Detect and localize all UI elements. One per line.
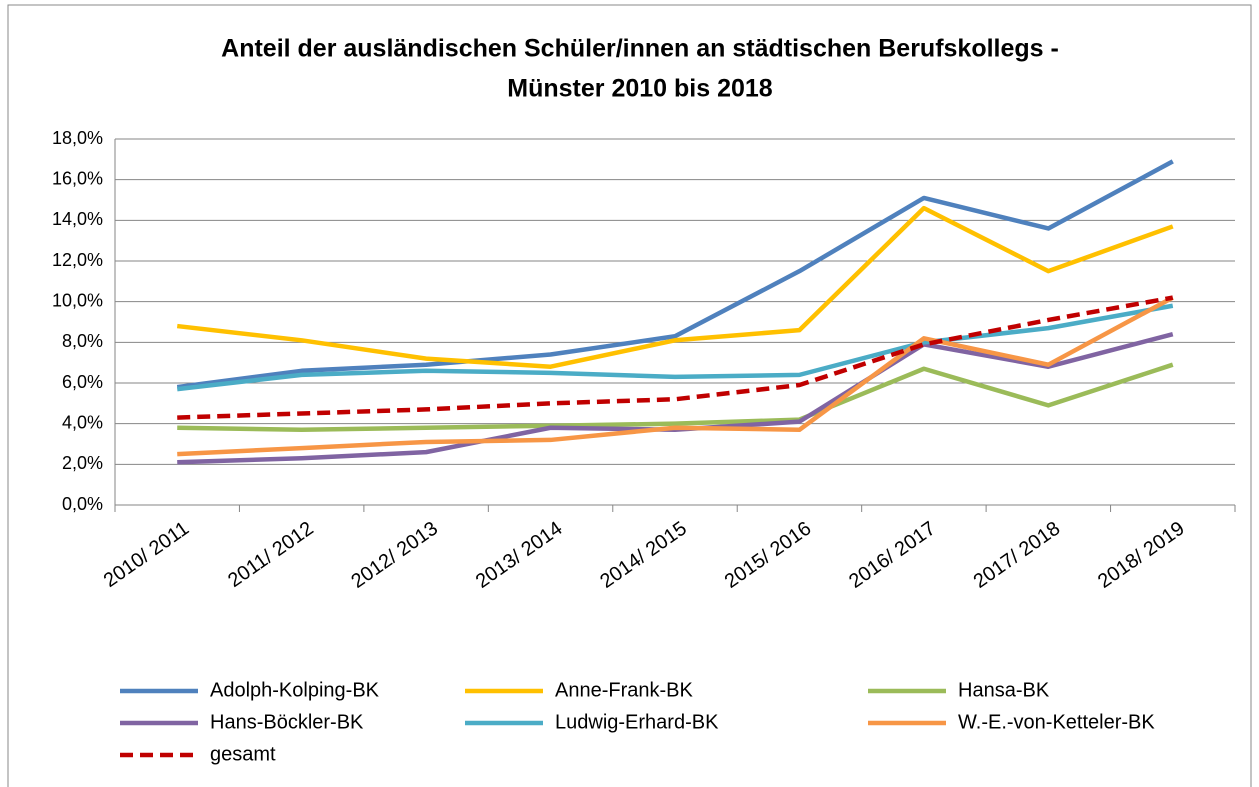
y-tick-label: 6,0% [62,372,103,392]
legend-label: Adolph-Kolping-BK [210,679,380,701]
legend-label: gesamt [210,743,276,765]
y-tick-label: 16,0% [52,168,103,188]
series-line [176,205,1174,369]
chart-border [7,4,1252,787]
series-line [177,295,1174,457]
legend-label: W.-E.-von-Ketteler-BK [958,711,1155,733]
chart-title: Münster 2010 bis 2018 [507,75,773,103]
legend-label: Ludwig-Erhard-BK [555,711,719,733]
y-tick-label: 8,0% [62,331,103,351]
chart-title: Anteil der ausländischen Schüler/innen a… [221,35,1059,63]
legend-label: Hans-Böckler-BK [210,711,364,733]
series-line [177,295,1174,420]
y-tick-label: 18,0% [52,128,103,148]
y-tick-label: 0,0% [62,494,103,514]
legend-label: Anne-Frank-BK [555,679,693,701]
series-line [176,159,1174,390]
series-line [176,303,1174,392]
y-tick-label: 12,0% [52,250,103,270]
y-tick-label: 10,0% [52,290,103,310]
y-tick-label: 2,0% [62,453,103,473]
y-tick-label: 4,0% [62,412,103,432]
series-line [177,362,1174,433]
y-tick-label: 14,0% [52,209,103,229]
legend-label: Hansa-BK [958,679,1050,701]
